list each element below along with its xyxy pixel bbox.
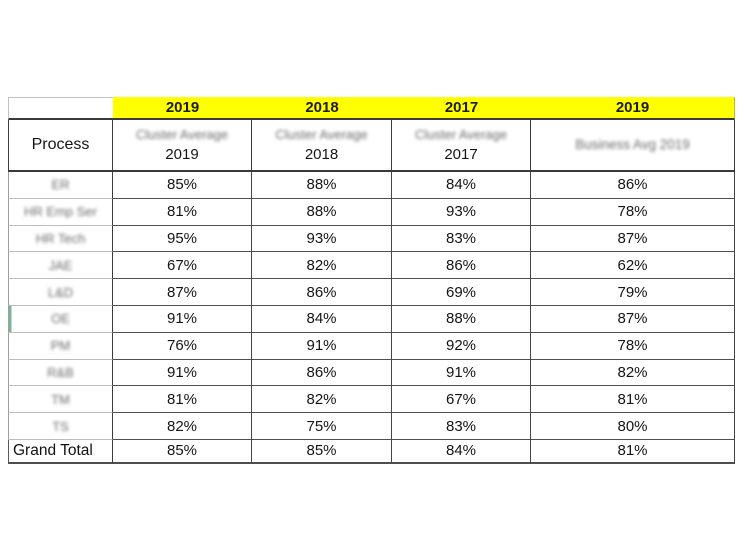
value-cell[interactable]: 75% xyxy=(252,413,392,440)
row-label-hr-tech[interactable]: HR Tech xyxy=(8,225,113,253)
value-cell[interactable]: 82% xyxy=(252,252,392,280)
row-label-text: HR Emp Ser xyxy=(24,204,97,220)
year-header-cell[interactable]: 2019 xyxy=(113,97,252,120)
value-cell[interactable]: 76% xyxy=(113,332,252,360)
value-cell[interactable]: 80% xyxy=(531,413,735,440)
value-cell[interactable]: 92% xyxy=(392,332,531,360)
row-label-pm[interactable]: PM xyxy=(8,332,113,360)
value-cell[interactable]: 83% xyxy=(392,413,531,440)
row-label-ts[interactable]: TS xyxy=(8,413,113,440)
value-cell[interactable]: 86% xyxy=(531,172,735,199)
col-header-line1: Cluster Average xyxy=(414,126,508,142)
value-cell[interactable]: 88% xyxy=(252,172,392,199)
value-cell[interactable]: 93% xyxy=(392,198,531,226)
value-cell[interactable]: 87% xyxy=(113,279,252,306)
value-cell[interactable]: 91% xyxy=(113,359,252,387)
value-cell[interactable]: 69% xyxy=(392,279,531,306)
value-cell[interactable]: 86% xyxy=(252,279,392,306)
value-cell[interactable]: 93% xyxy=(252,225,392,253)
year-header-cell[interactable]: 2018 xyxy=(252,97,392,120)
value-cell[interactable]: 81% xyxy=(113,386,252,414)
year-header-cell[interactable]: 2017 xyxy=(392,97,531,120)
col-header-line1: Cluster Average xyxy=(135,126,229,142)
value-cell[interactable]: 81% xyxy=(113,198,252,226)
value-cell[interactable]: 86% xyxy=(252,359,392,387)
row-label-l-d[interactable]: L&D xyxy=(8,279,113,306)
value-cell[interactable]: 82% xyxy=(252,386,392,414)
value-cell[interactable]: 86% xyxy=(392,252,531,280)
value-cell[interactable]: 67% xyxy=(113,252,252,280)
col-header-business-avg-2019[interactable]: Business Avg 2019 xyxy=(531,120,735,172)
col-header-cluster-avg-2017[interactable]: Cluster Average 2017 xyxy=(392,120,531,172)
value-cell[interactable]: 82% xyxy=(531,359,735,387)
value-cell[interactable]: 81% xyxy=(531,439,735,464)
row-label-text: Grand Total xyxy=(13,441,93,459)
value-cell[interactable]: 95% xyxy=(113,225,252,253)
col-header-cluster-avg-2018[interactable]: Cluster Average 2018 xyxy=(252,120,392,172)
value-cell[interactable]: 88% xyxy=(392,305,531,333)
row-label-text: PM xyxy=(50,338,71,354)
value-cell[interactable]: 91% xyxy=(392,359,531,387)
row-label-text: TS xyxy=(52,418,69,434)
row-label-er[interactable]: ER xyxy=(8,172,113,199)
col-header-line1: Business Avg 2019 xyxy=(575,136,690,152)
value-cell[interactable]: 62% xyxy=(531,252,735,280)
year-header-cell[interactable]: 2019 xyxy=(531,97,735,120)
value-cell[interactable]: 87% xyxy=(531,305,735,333)
row-label-text: TM xyxy=(51,391,70,407)
row-label-text: ER xyxy=(51,177,70,193)
value-cell[interactable]: 85% xyxy=(252,439,392,464)
value-cell[interactable]: 88% xyxy=(252,198,392,226)
value-cell[interactable]: 85% xyxy=(113,172,252,199)
col-header-line1: Cluster Average xyxy=(275,126,368,142)
col-header-line2: 2017 xyxy=(444,145,478,163)
value-cell[interactable]: 78% xyxy=(531,198,735,226)
row-label-text: OE xyxy=(51,311,70,327)
col-header-line2: 2019 xyxy=(165,145,199,163)
value-cell[interactable]: 85% xyxy=(113,439,252,464)
row-label-grand-total[interactable]: Grand Total xyxy=(8,439,113,464)
value-cell[interactable]: 84% xyxy=(252,305,392,333)
value-cell[interactable]: 87% xyxy=(531,225,735,253)
col-header-line2: 2018 xyxy=(304,145,339,163)
value-cell[interactable]: 91% xyxy=(113,305,252,333)
value-cell[interactable]: 67% xyxy=(392,386,531,414)
row-label-text: L&D xyxy=(47,284,74,300)
row-label-jae[interactable]: JAE xyxy=(8,252,113,280)
process-header-cell[interactable]: Process xyxy=(8,120,113,172)
row-label-text: R&B xyxy=(47,364,74,380)
value-cell[interactable]: 82% xyxy=(113,413,252,440)
row-label-tm[interactable]: TM xyxy=(8,386,113,414)
row-label-hr-emp-ser[interactable]: HR Emp Ser xyxy=(8,198,113,226)
col-header-cluster-avg-2019[interactable]: Cluster Average 2019 xyxy=(113,120,252,172)
row-label-text: JAE xyxy=(48,257,73,273)
corner-cell[interactable] xyxy=(8,97,113,120)
value-cell[interactable]: 91% xyxy=(252,332,392,360)
value-cell[interactable]: 79% xyxy=(531,279,735,306)
row-label-r-b[interactable]: R&B xyxy=(8,359,113,387)
row-label-oe[interactable]: OE xyxy=(8,305,113,333)
value-cell[interactable]: 84% xyxy=(392,439,531,464)
value-cell[interactable]: 84% xyxy=(392,172,531,199)
value-cell[interactable]: 81% xyxy=(531,386,735,414)
row-label-text: HR Tech xyxy=(35,230,86,246)
value-cell[interactable]: 78% xyxy=(531,332,735,360)
pivot-table: 2019 2018 2017 2019 Process Cluster Average 20… xyxy=(8,97,735,464)
value-cell[interactable]: 83% xyxy=(392,225,531,253)
